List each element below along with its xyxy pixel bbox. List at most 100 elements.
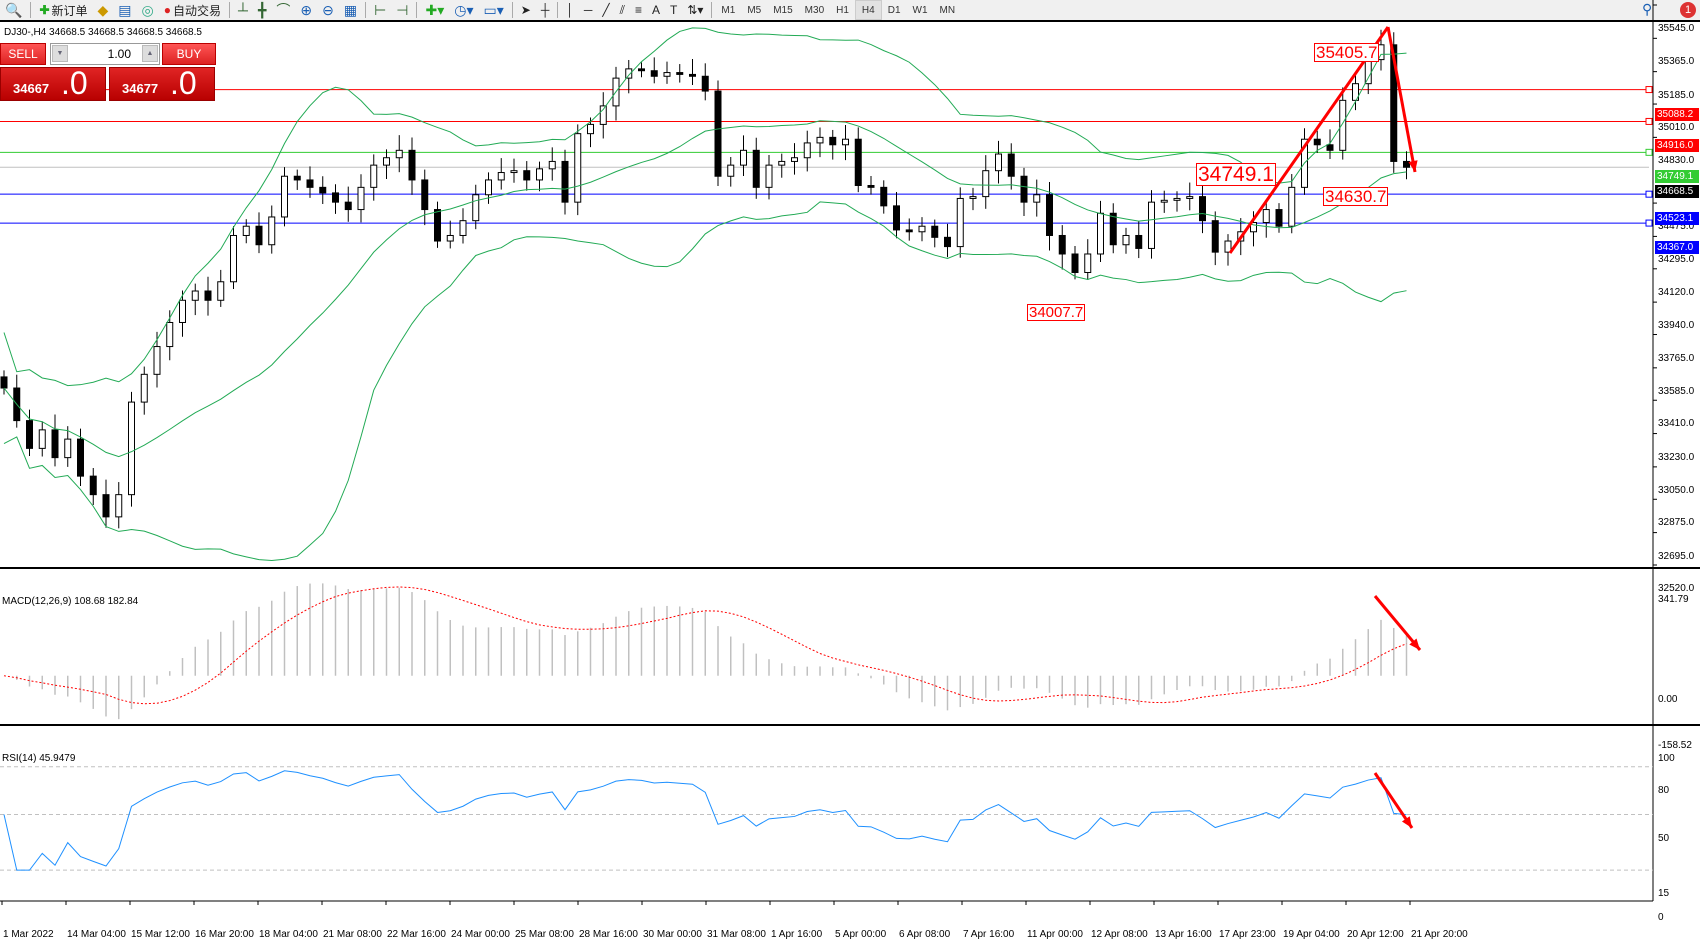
text-icon[interactable]: A bbox=[651, 3, 660, 17]
lot-decrease-button[interactable]: ▼ bbox=[52, 45, 68, 62]
candle-bull bbox=[1262, 209, 1270, 224]
buy-price[interactable]: 34677 .0 bbox=[109, 65, 215, 101]
autotrade-icon: ● bbox=[163, 3, 171, 17]
timeframe-m5[interactable]: M5 bbox=[747, 4, 762, 16]
candle-bull bbox=[242, 225, 250, 236]
horizontal-line-icon[interactable]: ─ bbox=[583, 3, 593, 17]
timeframe-mn[interactable]: MN bbox=[939, 4, 956, 16]
search-icon[interactable]: 🔍 bbox=[5, 1, 23, 18]
candle-bull bbox=[1097, 212, 1104, 255]
candle-bull bbox=[765, 164, 773, 188]
price-tick-label: 33765.0 bbox=[1658, 352, 1695, 364]
tile-icon[interactable]: ▦ bbox=[343, 1, 358, 18]
vertical-line-icon[interactable]: │ bbox=[566, 3, 574, 17]
time-label: 11 Apr 00:00 bbox=[1027, 929, 1083, 940]
candle-bull bbox=[982, 170, 990, 198]
level-price-label: 34668.5 bbox=[1655, 185, 1699, 199]
text-label-icon[interactable]: T bbox=[669, 3, 678, 17]
candle-bear bbox=[421, 179, 429, 211]
candle-bull bbox=[370, 164, 378, 188]
candle-bull bbox=[816, 136, 824, 144]
candle-bear bbox=[523, 170, 531, 181]
timeframe-bar: M1 M5 M15 M30 H1 H4 D1 W1 MN bbox=[715, 0, 961, 20]
candle-bull bbox=[191, 290, 199, 301]
periods-icon[interactable]: ◷▾ bbox=[454, 1, 474, 18]
time-label: 25 Mar 08:00 bbox=[515, 929, 574, 940]
search-icon[interactable]: ⚲ bbox=[1642, 1, 1653, 17]
candle-bear bbox=[931, 225, 939, 238]
candle-bull bbox=[395, 149, 403, 159]
time-label: 28 Mar 16:00 bbox=[579, 929, 638, 940]
bollinger-upper bbox=[3, 27, 1407, 387]
macd-tick-label: -158.52 bbox=[1658, 740, 1692, 751]
timeframe-m15[interactable]: M15 bbox=[773, 4, 793, 16]
fibonacci-icon[interactable]: ≡ bbox=[634, 3, 642, 17]
candle-bull bbox=[1173, 197, 1181, 201]
chart-area[interactable] bbox=[0, 0, 1700, 919]
timeframe-h4[interactable]: H4 bbox=[854, 0, 882, 20]
lot-increase-button[interactable]: ▲ bbox=[142, 45, 158, 62]
equidistant-channel-icon[interactable]: ⫽ bbox=[619, 2, 625, 17]
rsi-tick-label: 100 bbox=[1658, 753, 1675, 764]
autoscroll-icon[interactable]: ⊢ bbox=[374, 1, 387, 18]
price-tick-label: 33230.0 bbox=[1658, 451, 1695, 463]
timeframe-m1[interactable]: M1 bbox=[721, 4, 736, 16]
time-label: 15 Mar 12:00 bbox=[131, 929, 190, 940]
signals-icon[interactable]: ◎ bbox=[141, 1, 154, 18]
candle-bull bbox=[1122, 234, 1130, 246]
candle-bear bbox=[1211, 220, 1219, 253]
notification-badge[interactable]: 1 bbox=[1680, 2, 1696, 18]
indicators-icon[interactable]: ✚▾ bbox=[425, 1, 445, 18]
sell-button[interactable]: SELL bbox=[0, 43, 46, 65]
new-order-button[interactable]: ✚ 新订单 bbox=[34, 0, 92, 20]
bar-chart-icon[interactable]: ┴ bbox=[238, 2, 248, 18]
candle-bull bbox=[166, 321, 174, 348]
crosshair-icon[interactable]: ┼ bbox=[540, 3, 550, 17]
line-chart-icon[interactable]: ⌒ bbox=[276, 2, 291, 18]
time-label: 14 Mar 04:00 bbox=[67, 929, 126, 940]
candle-bear bbox=[880, 186, 888, 207]
timeframe-d1[interactable]: D1 bbox=[887, 4, 901, 16]
new-order-icon: ✚ bbox=[39, 3, 50, 17]
candle-bull bbox=[842, 138, 849, 146]
candle-bull bbox=[1288, 186, 1296, 227]
time-label: 22 Mar 16:00 bbox=[387, 929, 446, 940]
lot-size-input[interactable]: 1.00 bbox=[50, 43, 160, 65]
zoom-out-icon[interactable]: ⊖ bbox=[322, 1, 334, 18]
timeframe-h1[interactable]: H1 bbox=[836, 4, 849, 16]
timeframe-w1[interactable]: W1 bbox=[912, 4, 928, 16]
candle-bear bbox=[344, 201, 352, 211]
price-tick-label: 34475.0 bbox=[1658, 221, 1695, 233]
time-label: 1 Apr 16:00 bbox=[771, 929, 823, 940]
candle-bull bbox=[446, 234, 454, 242]
chart-shift-icon[interactable]: ⊣ bbox=[396, 1, 409, 18]
rsi-tick-label: 15 bbox=[1658, 888, 1670, 900]
trendline-icon[interactable]: ╱ bbox=[602, 3, 610, 17]
candle-bull bbox=[1339, 99, 1347, 151]
candle-bull bbox=[179, 299, 186, 323]
templates-icon[interactable]: ▭▾ bbox=[483, 1, 504, 18]
sell-price[interactable]: 34667 .0 bbox=[0, 65, 106, 101]
navigator-icon[interactable]: ▤ bbox=[118, 1, 132, 18]
rsi-line bbox=[3, 770, 1407, 871]
candle-bull bbox=[472, 194, 480, 222]
level-price-label: 34749.1 bbox=[1655, 170, 1699, 184]
candle-bull bbox=[1224, 240, 1232, 253]
cursor-icon[interactable]: ➤ bbox=[520, 3, 531, 17]
candle-bull bbox=[510, 170, 518, 174]
zoom-in-icon[interactable]: ⊕ bbox=[300, 1, 313, 18]
candlestick-icon[interactable]: ╋ bbox=[257, 1, 267, 18]
candle-bull bbox=[803, 142, 811, 159]
buy-button[interactable]: BUY bbox=[162, 43, 216, 65]
candle-bull bbox=[497, 172, 505, 181]
symbol-header: DJ30-,H4 34668.5 34668.5 34668.5 34668.5 bbox=[4, 27, 202, 38]
candle-bear bbox=[905, 229, 913, 233]
timeframe-m30[interactable]: M30 bbox=[804, 4, 825, 16]
arrows-icon[interactable]: ⇅▾ bbox=[687, 3, 704, 17]
candle-bull bbox=[1250, 222, 1257, 233]
auto-trade-button[interactable]: ● 自动交易 bbox=[159, 0, 226, 20]
time-label: 17 Apr 23:00 bbox=[1219, 929, 1276, 940]
divider bbox=[711, 2, 713, 18]
metaeditor-icon[interactable]: ◆ bbox=[97, 1, 109, 18]
sell-price-pips: .0 bbox=[61, 65, 88, 101]
